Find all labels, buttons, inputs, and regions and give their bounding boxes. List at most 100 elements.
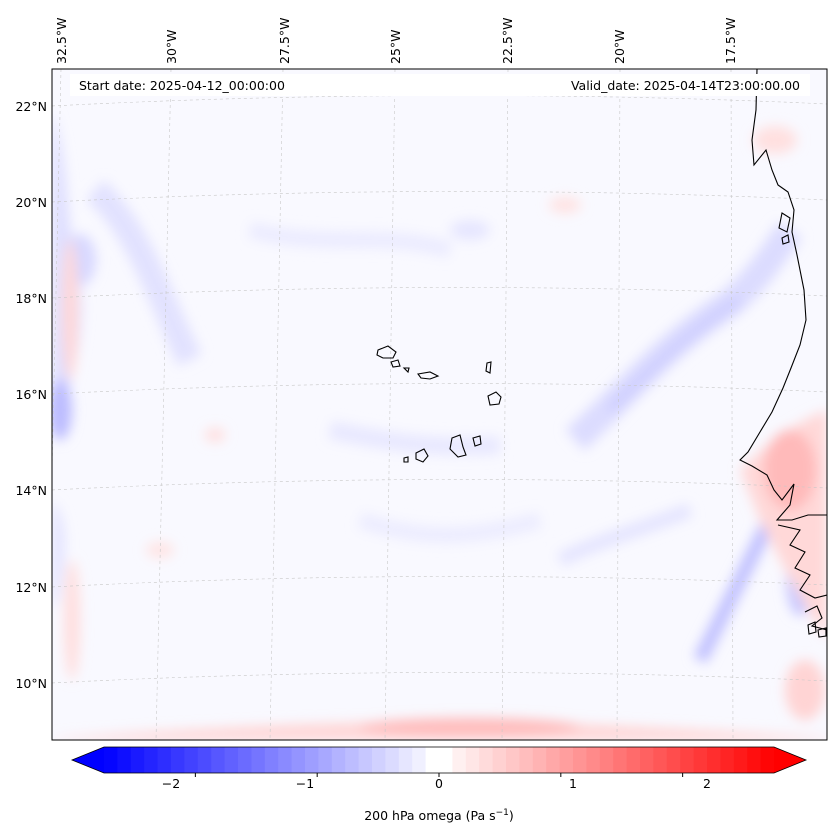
colorbar-segment bbox=[211, 747, 226, 773]
omega-neg-west-core bbox=[52, 380, 72, 440]
colorbar-segment bbox=[385, 747, 400, 773]
island-santiago bbox=[449, 434, 467, 458]
colorbar-segment bbox=[599, 747, 614, 773]
map-frame bbox=[51, 68, 828, 741]
colorbar-tick-neg2: −2 bbox=[162, 776, 180, 791]
lon-label-17-5w: 17.5°W bbox=[723, 18, 738, 64]
colorbar-label-close: ) bbox=[509, 808, 514, 823]
meridian-20w bbox=[616, 69, 621, 740]
valid-date-label: Valid_date: 2025-04-14T23:00:00.00 bbox=[571, 78, 800, 93]
colorbar-segment bbox=[559, 747, 574, 773]
island-fogo bbox=[415, 448, 429, 463]
lon-label-22-5w: 22.5°W bbox=[500, 18, 515, 64]
parallel-20n bbox=[52, 191, 827, 203]
meridian-22-5w bbox=[501, 69, 509, 740]
omega-pos-west-strip bbox=[62, 240, 78, 380]
colorbar-segment bbox=[626, 747, 641, 773]
colorbar-segment bbox=[130, 747, 145, 773]
colorbar-segment bbox=[707, 747, 721, 773]
island-boa-vista bbox=[487, 391, 502, 406]
omega-neg-band-ne-core bbox=[605, 294, 744, 415]
lat-label-16n: 16°N bbox=[15, 387, 47, 402]
colorbar-segment bbox=[238, 747, 252, 773]
lat-label-22n: 22°N bbox=[15, 99, 47, 114]
omega-pos-west-south bbox=[64, 560, 80, 680]
colorbar-segment bbox=[640, 747, 654, 773]
colorbar-segment bbox=[546, 747, 561, 773]
lon-label-32-5w: 32.5°W bbox=[54, 18, 69, 64]
parallel-14n bbox=[52, 479, 827, 491]
coastlines bbox=[376, 69, 827, 638]
guinea-coast bbox=[804, 605, 827, 631]
colorbar-label: 200 hPa omega (Pa s−1) bbox=[364, 808, 514, 823]
colorbar-segment bbox=[144, 747, 159, 773]
omega-pos-north-blob bbox=[549, 197, 581, 213]
colorbar-segment bbox=[760, 747, 775, 773]
colorbar-segment bbox=[532, 747, 547, 773]
colorbar-segment bbox=[680, 747, 695, 773]
colorbar-segment bbox=[331, 747, 346, 773]
colorbar-segment bbox=[666, 747, 681, 773]
colorbar-segment bbox=[519, 747, 534, 773]
colorbar-segment bbox=[586, 747, 601, 773]
island-sao-vicente bbox=[390, 359, 401, 368]
colorbar-segment bbox=[733, 747, 748, 773]
colorbar-extend-min bbox=[72, 747, 104, 773]
coast-islet-3 bbox=[807, 621, 817, 635]
colorbar-label-main: 200 hPa omega (Pa s bbox=[364, 808, 495, 823]
colorbar-segment bbox=[117, 747, 132, 773]
lon-label-20w: 20°W bbox=[612, 29, 627, 64]
lat-label-14n: 14°N bbox=[15, 483, 47, 498]
colorbar-ticks: −2 −1 0 1 2 bbox=[162, 776, 711, 791]
colorbar-segment bbox=[104, 747, 118, 773]
lat-label-10n: 10°N bbox=[15, 676, 47, 691]
colorbar-segment bbox=[693, 747, 708, 773]
colorbar-segment bbox=[318, 747, 333, 773]
parallel-10n bbox=[52, 672, 827, 684]
colorbar-segment bbox=[425, 747, 440, 773]
lon-label-30w: 30°W bbox=[164, 29, 179, 64]
parallel-12n bbox=[52, 576, 827, 588]
colorbar-segment bbox=[613, 747, 628, 773]
omega-neg-mid-streak2 bbox=[357, 512, 543, 543]
colorbar-segment bbox=[157, 747, 172, 773]
omega-neg-west-south bbox=[52, 500, 65, 610]
colorbar-tick-neg1: −1 bbox=[296, 776, 314, 791]
meridian-27-5w bbox=[269, 69, 284, 740]
island-sao-nicolau bbox=[417, 371, 440, 380]
colorbar-segment bbox=[439, 747, 453, 773]
colorbar-segment bbox=[251, 747, 266, 773]
colorbar-tick-2: 2 bbox=[703, 776, 711, 791]
colorbar-segment bbox=[720, 747, 735, 773]
island-sal bbox=[485, 361, 492, 374]
graticule bbox=[52, 69, 827, 740]
colorbar-segment bbox=[358, 747, 373, 773]
parallel-16n bbox=[52, 383, 827, 395]
colorbar-tick-0: 0 bbox=[435, 776, 443, 791]
colorbar-segment bbox=[492, 747, 507, 773]
omega-neg-northwest-streak bbox=[86, 180, 202, 366]
colorbar-segment bbox=[224, 747, 239, 773]
omega-neg-north-blob bbox=[450, 220, 490, 240]
meridian-17-5w bbox=[730, 69, 734, 740]
omega-pos-south-core bbox=[360, 718, 580, 736]
map-panel: Start date: 2025-04-12_00:00:00 Valid_da… bbox=[51, 68, 828, 741]
colorbar-segment bbox=[452, 747, 467, 773]
omega-pos-east-south bbox=[785, 660, 825, 720]
lat-label-12n: 12°N bbox=[15, 580, 47, 595]
colorbar-segment bbox=[573, 747, 587, 773]
date-header-box bbox=[70, 74, 810, 96]
colorbar-segment bbox=[653, 747, 668, 773]
omega-field bbox=[52, 110, 827, 740]
colorbar-segment bbox=[184, 747, 199, 773]
island-brava bbox=[403, 456, 409, 463]
colorbar-segment bbox=[171, 747, 185, 773]
longitude-labels: 32.5°W 30°W 27.5°W 25°W 22.5°W 20°W 17.5… bbox=[54, 18, 738, 64]
colorbar-tick-1: 1 bbox=[569, 776, 577, 791]
omega-neg-central-streak bbox=[248, 222, 453, 258]
africa-coastline bbox=[739, 69, 827, 521]
island-santo-antao bbox=[376, 345, 397, 359]
colorbar-segment bbox=[465, 747, 480, 773]
bijagos-coast bbox=[777, 524, 827, 599]
colorbar-segment bbox=[398, 747, 413, 773]
